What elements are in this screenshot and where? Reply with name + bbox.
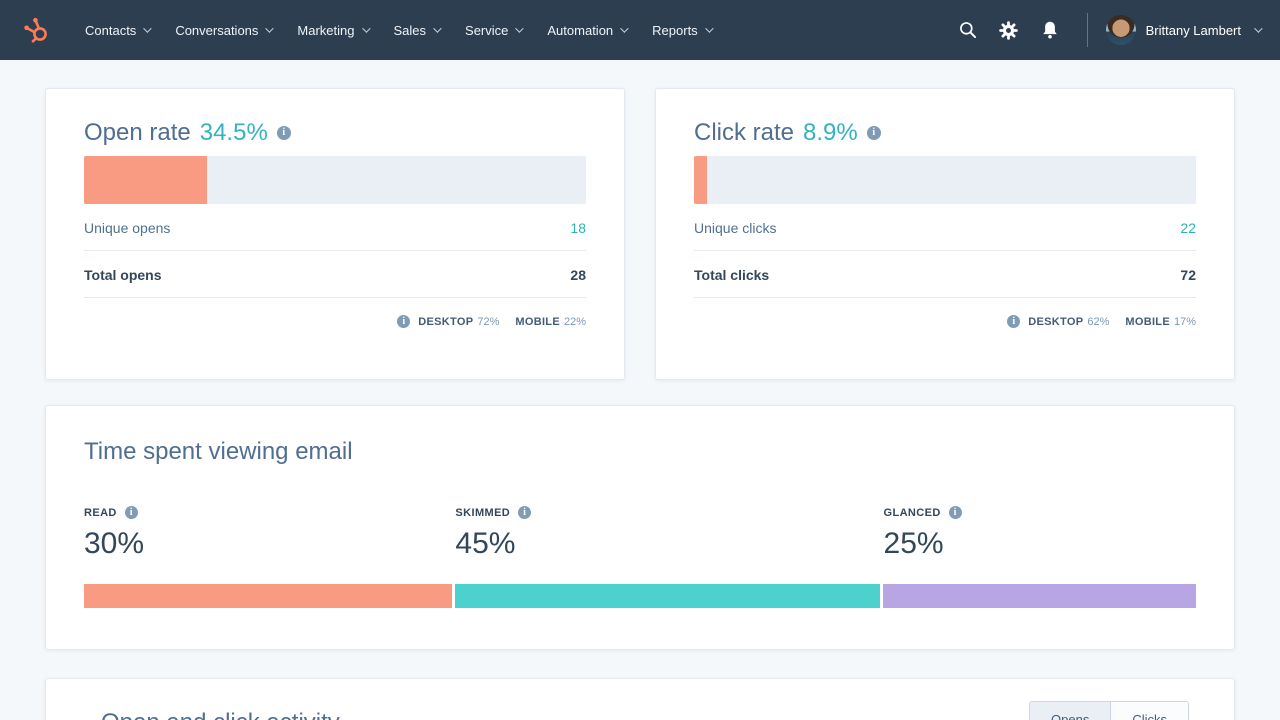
hubspot-sprocket-icon bbox=[24, 17, 47, 43]
open-rate-bar bbox=[84, 156, 586, 204]
nav-item-contacts[interactable]: Contacts bbox=[72, 0, 162, 60]
info-icon[interactable] bbox=[518, 506, 532, 519]
info-icon[interactable] bbox=[397, 315, 411, 328]
unique-opens-row: Unique opens 18 bbox=[84, 204, 586, 251]
info-icon[interactable] bbox=[276, 126, 291, 140]
chevron-down-icon bbox=[143, 24, 152, 33]
skimmed-value: 45% bbox=[455, 527, 516, 560]
glanced-value: 25% bbox=[883, 527, 944, 560]
chevron-down-icon bbox=[433, 24, 442, 33]
nav-item-service[interactable]: Service bbox=[452, 0, 534, 60]
nav-item-sales[interactable]: Sales bbox=[381, 0, 453, 60]
chevron-down-icon bbox=[620, 24, 629, 33]
total-clicks-row: Total clicks 72 bbox=[694, 251, 1196, 298]
hubspot-logo[interactable] bbox=[20, 13, 54, 47]
chevron-down-icon bbox=[1254, 24, 1263, 33]
nav-menu: Contacts Conversations Marketing Sales S… bbox=[72, 0, 724, 60]
info-icon[interactable] bbox=[866, 126, 881, 140]
user-menu[interactable]: Brittany Lambert bbox=[1105, 15, 1263, 45]
time-spent-stacked-bar bbox=[84, 584, 1196, 608]
info-icon[interactable] bbox=[124, 506, 138, 519]
read-value: 30% bbox=[84, 527, 145, 560]
avatar bbox=[1105, 15, 1136, 45]
time-spent-title: Time spent viewing email bbox=[84, 438, 353, 465]
skimmed-stat: SKIMMED 45% bbox=[455, 506, 532, 561]
open-rate-title: Open rate 34.5% bbox=[84, 119, 586, 147]
nav-utilities: Brittany Lambert bbox=[940, 13, 1263, 47]
search-icon[interactable] bbox=[955, 17, 981, 43]
click-rate-card: Click rate 8.9% Unique clicks 22 Total c… bbox=[655, 88, 1235, 380]
tab-opens[interactable]: Opens bbox=[1030, 702, 1111, 720]
open-rate-value: 34.5% bbox=[199, 119, 268, 146]
nav-item-reports[interactable]: Reports bbox=[639, 0, 724, 60]
read-segment bbox=[84, 584, 453, 608]
nav-item-automation[interactable]: Automation bbox=[534, 0, 639, 60]
chevron-down-icon bbox=[515, 24, 525, 33]
divider bbox=[1086, 13, 1088, 47]
click-rate-bar bbox=[694, 156, 1196, 204]
unique-clicks-link[interactable]: 22 bbox=[1180, 220, 1196, 236]
time-spent-stats: READ 30% SKIMMED 45% GLANCED 25% bbox=[84, 506, 1196, 574]
info-icon[interactable] bbox=[1007, 315, 1021, 328]
activity-card: Opens Clicks Open and click activity bbox=[45, 678, 1235, 720]
user-name: Brittany Lambert bbox=[1145, 22, 1241, 38]
tab-clicks[interactable]: Clicks bbox=[1110, 702, 1188, 720]
open-rate-bar-fill bbox=[84, 156, 207, 204]
read-stat: READ 30% bbox=[84, 506, 144, 561]
glanced-segment bbox=[882, 584, 1196, 608]
total-opens-row: Total opens 28 bbox=[84, 251, 586, 298]
activity-title: Open and click activity bbox=[101, 709, 1189, 720]
open-rate-card: Open rate 34.5% Unique opens 18 Total op… bbox=[45, 88, 625, 380]
chevron-down-icon bbox=[361, 24, 371, 33]
chevron-down-icon bbox=[704, 24, 714, 33]
device-breakdown: DESKTOP 72% MOBILE 22% bbox=[84, 315, 586, 328]
gear-icon[interactable] bbox=[996, 17, 1022, 43]
click-rate-value: 8.9% bbox=[803, 119, 858, 146]
unique-clicks-row: Unique clicks 22 bbox=[694, 204, 1196, 251]
top-nav: Contacts Conversations Marketing Sales S… bbox=[0, 0, 1280, 60]
click-rate-title: Click rate 8.9% bbox=[694, 119, 1196, 147]
device-breakdown: DESKTOP 62% MOBILE 17% bbox=[694, 315, 1196, 328]
skimmed-segment bbox=[455, 584, 880, 608]
bell-icon[interactable] bbox=[1037, 17, 1063, 43]
unique-opens-link[interactable]: 18 bbox=[570, 220, 586, 236]
nav-item-marketing[interactable]: Marketing bbox=[284, 0, 380, 60]
opens-clicks-toggle: Opens Clicks bbox=[1029, 701, 1189, 720]
nav-item-conversations[interactable]: Conversations bbox=[162, 0, 284, 60]
chevron-down-icon bbox=[265, 24, 275, 33]
info-icon[interactable] bbox=[948, 506, 962, 519]
glanced-stat: GLANCED 25% bbox=[884, 506, 962, 561]
click-rate-bar-fill bbox=[694, 156, 707, 204]
time-spent-card: Time spent viewing email READ 30% SKIMME… bbox=[45, 405, 1235, 650]
